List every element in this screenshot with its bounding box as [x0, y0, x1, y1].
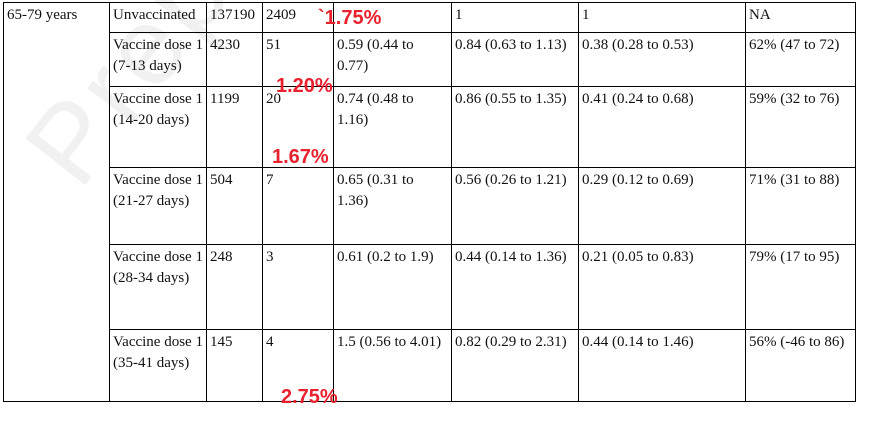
cases-cell: 20 — [262, 86, 334, 168]
group-cell: Vaccine dose 1 (21-27 days) — [109, 167, 207, 245]
n-cell: 504 — [206, 167, 263, 245]
group-cell: Vaccine dose 1 (35-41 days) — [109, 329, 207, 402]
odds-ratio-3-cell: 0.44 (0.14 to 1.46) — [578, 329, 746, 402]
red-annotation-percent: 1.20% — [276, 75, 333, 97]
red-annotation-percent: 2.75% — [281, 386, 338, 408]
results-table: 65-79 years Unvaccinated 137190 2409 1 1… — [3, 2, 856, 402]
table-row: Vaccine dose 1 (21-27 days) 504 7 0.65 (… — [4, 167, 856, 245]
odds-ratio-2-cell: 0.84 (0.63 to 1.13) — [451, 32, 579, 87]
effectiveness-cell: 71% (31 to 88) — [745, 167, 856, 245]
group-cell: Vaccine dose 1 (14-20 days) — [109, 86, 207, 168]
odds-ratio-2-cell: 1 — [451, 2, 579, 33]
odds-ratio-3-cell: 0.29 (0.12 to 0.69) — [578, 167, 746, 245]
effectiveness-cell: 79% (17 to 95) — [745, 244, 856, 330]
odds-ratio-2-cell: 0.86 (0.55 to 1.35) — [451, 86, 579, 168]
n-cell: 145 — [206, 329, 263, 402]
odds-ratio-3-cell: 0.41 (0.24 to 0.68) — [578, 86, 746, 168]
odds-ratio-1-cell: 0.61 (0.2 to 1.9) — [333, 244, 452, 330]
red-annotation-percent: `1.75% — [318, 7, 382, 29]
group-cell: Unvaccinated — [109, 2, 207, 33]
n-cell: 1199 — [206, 86, 263, 168]
n-cell: 137190 — [206, 2, 263, 33]
odds-ratio-1-cell: 0.74 (0.48 to 1.16) — [333, 86, 452, 168]
effectiveness-cell: 59% (32 to 76) — [745, 86, 856, 168]
n-cell: 4230 — [206, 32, 263, 87]
odds-ratio-1-cell: 0.65 (0.31 to 1.36) — [333, 167, 452, 245]
odds-ratio-3-cell: 0.21 (0.05 to 0.83) — [578, 244, 746, 330]
odds-ratio-1-cell: 0.59 (0.44 to 0.77) — [333, 32, 452, 87]
table-row: Vaccine dose 1 (35-41 days) 145 4 1.5 (0… — [4, 329, 856, 402]
effectiveness-cell: 62% (47 to 72) — [745, 32, 856, 87]
odds-ratio-3-cell: 1 — [578, 2, 746, 33]
effectiveness-cell: NA — [745, 2, 856, 33]
odds-ratio-1-cell: 1.5 (0.56 to 4.01) — [333, 329, 452, 402]
odds-ratio-2-cell: 0.56 (0.26 to 1.21) — [451, 167, 579, 245]
cases-cell: 2409 — [262, 2, 334, 33]
table-row: Vaccine dose 1 (14-20 days) 1199 20 0.74… — [4, 86, 856, 168]
odds-ratio-3-cell: 0.38 (0.28 to 0.53) — [578, 32, 746, 87]
group-cell: Vaccine dose 1 (7-13 days) — [109, 32, 207, 87]
group-cell: Vaccine dose 1 (28-34 days) — [109, 244, 207, 330]
odds-ratio-2-cell: 0.44 (0.14 to 1.36) — [451, 244, 579, 330]
table-row: 65-79 years Unvaccinated 137190 2409 1 1… — [3, 2, 856, 402]
table-row: Vaccine dose 1 (28-34 days) 248 3 0.61 (… — [4, 244, 856, 330]
table-row: Vaccine dose 1 (7-13 days) 4230 51 0.59 … — [4, 32, 856, 87]
cases-cell: 3 — [262, 244, 334, 330]
effectiveness-cell: 56% (-46 to 86) — [745, 329, 856, 402]
odds-ratio-1-cell — [333, 2, 452, 33]
age-group-cell: 65-79 years — [3, 2, 110, 402]
odds-ratio-2-cell: 0.82 (0.29 to 2.31) — [451, 329, 579, 402]
red-annotation-percent: 1.67% — [272, 146, 329, 168]
cases-cell: 7 — [262, 167, 334, 245]
n-cell: 248 — [206, 244, 263, 330]
